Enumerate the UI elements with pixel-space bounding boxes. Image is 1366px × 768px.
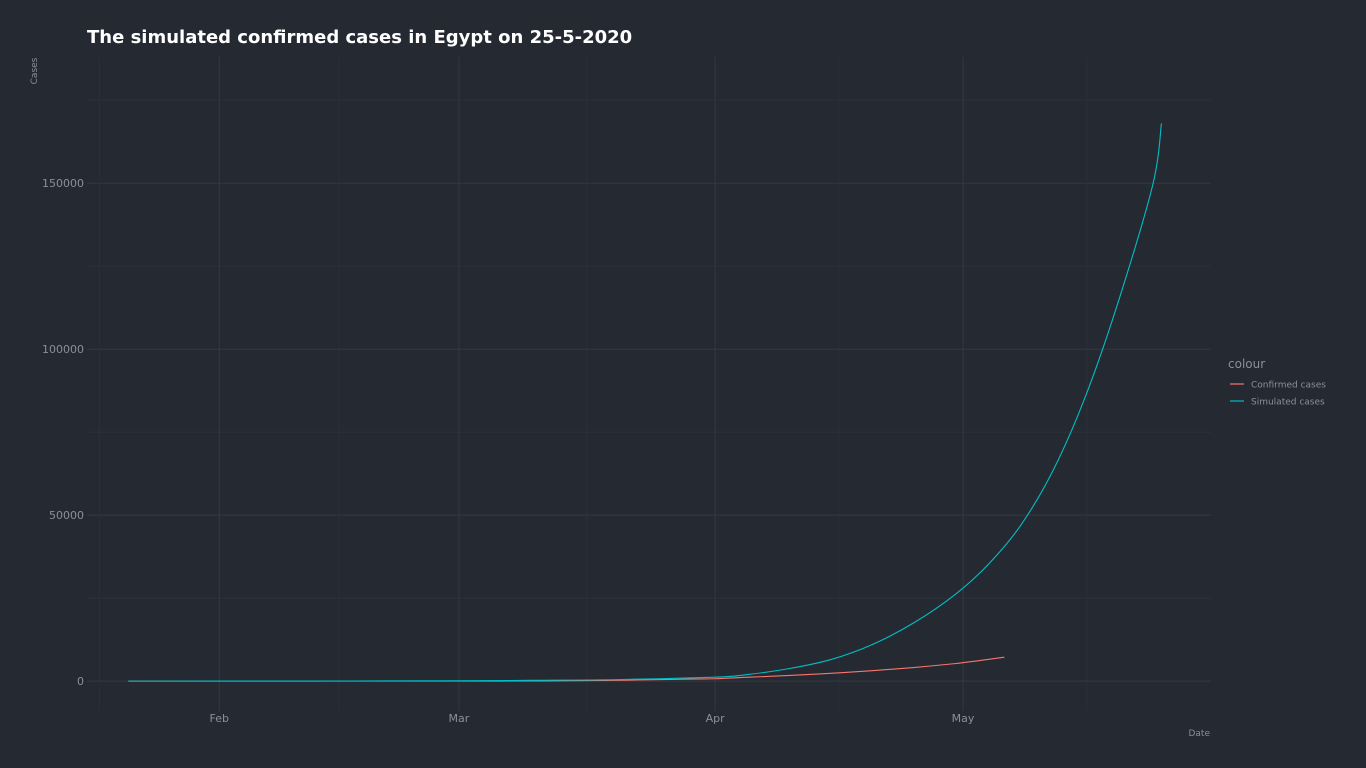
- legend-label: Simulated cases: [1251, 398, 1325, 408]
- y-tick-label: 50000: [49, 509, 84, 522]
- legend-label: Confirmed cases: [1251, 381, 1326, 391]
- legend-title: colour: [1228, 357, 1265, 371]
- x-tick-label: Feb: [209, 712, 228, 725]
- series-line-1: [128, 656, 1005, 682]
- grid-layer: [87, 57, 1211, 711]
- y-tick-label: 0: [77, 675, 84, 688]
- x-tick-label: Apr: [706, 712, 726, 725]
- axis-layer: 0 50000 100000 150000 Feb Mar Apr May: [42, 177, 975, 725]
- x-tick-label: Mar: [449, 712, 470, 725]
- y-tick-label: 150000: [42, 177, 84, 190]
- y-axis-title: Cases: [30, 57, 40, 84]
- x-tick-label: May: [952, 712, 975, 725]
- chart-title: The simulated confirmed cases in Egypt o…: [87, 27, 632, 48]
- legend: colour Confirmed cases Simulated cases: [1228, 357, 1326, 408]
- x-axis-title: Date: [1188, 729, 1210, 739]
- series-line-2: [128, 123, 1162, 682]
- legend-items: Confirmed cases Simulated cases: [1230, 381, 1326, 408]
- series-layer: [128, 123, 1162, 682]
- y-tick-label: 100000: [42, 343, 84, 356]
